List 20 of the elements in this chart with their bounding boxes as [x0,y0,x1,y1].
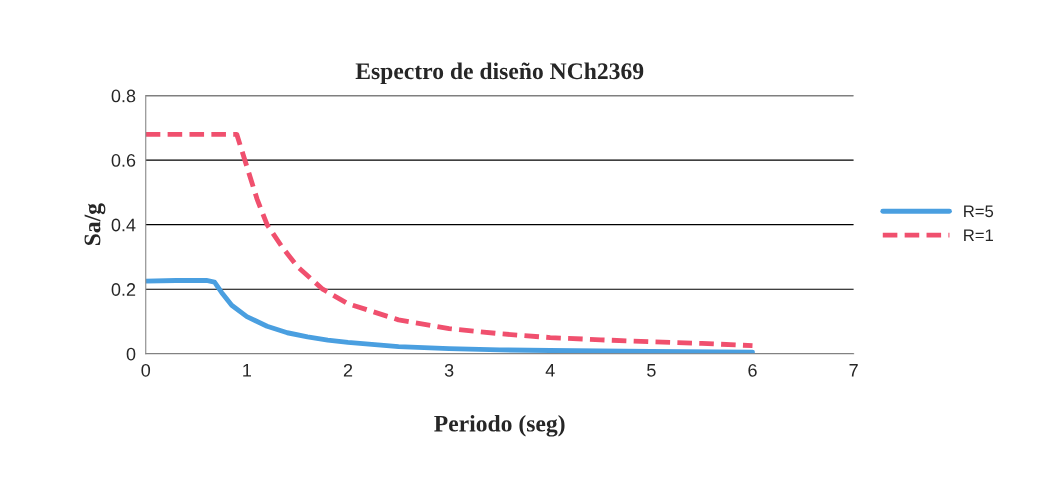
line-series [145,131,755,349]
x-tick-label: 4 [545,364,555,377]
legend-label: R=5 [964,205,994,218]
line-series [145,278,755,354]
x-tick-label: 5 [647,364,656,377]
x-tick-label: 3 [444,363,454,377]
legend-label: R=1 [964,229,993,241]
y-tick-label: 0.4 [111,218,136,232]
y-tick-label: 0.6 [111,154,136,167]
y-axis-title: Sa/g [84,203,106,246]
x-tick-label: 0 [141,363,151,377]
y-tick-label: 0.2 [111,283,136,296]
x-tick-label: 6 [748,363,757,377]
x-tick-label: 2 [343,363,353,377]
y-tick-label: 0.8 [111,89,136,103]
x-tick-label: 1 [243,364,252,377]
chart-title: Espectro de diseño NCh2369 [355,62,644,84]
x-axis-title: Periodo (seg) [434,415,565,437]
x-tick-label: 7 [849,364,858,377]
y-tick-label: 0 [126,347,136,361]
